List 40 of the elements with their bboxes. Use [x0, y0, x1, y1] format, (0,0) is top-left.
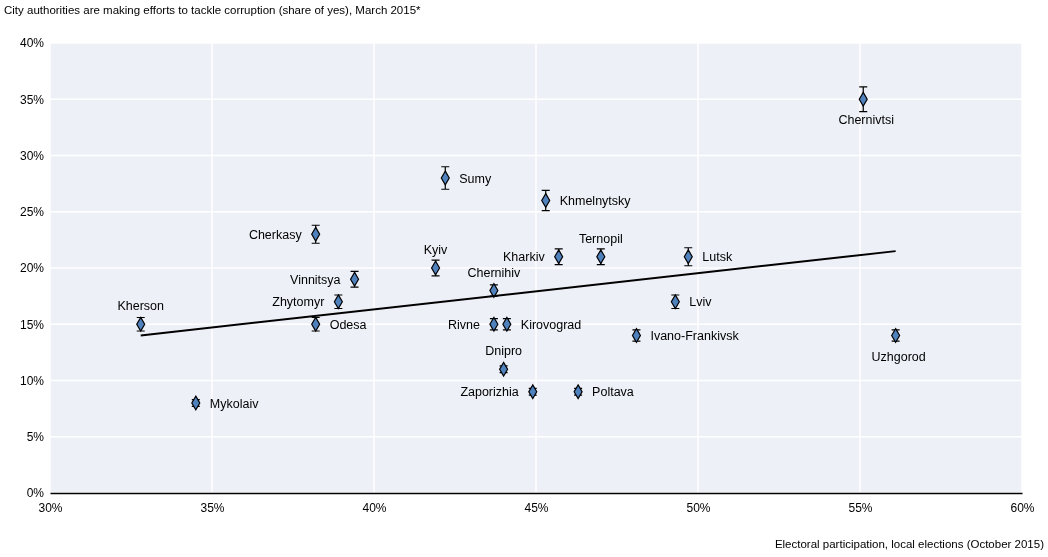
y-tick-label: 35%	[19, 92, 45, 107]
annotation: Kharkiv	[502, 250, 546, 265]
y-tick-label: 20%	[19, 261, 45, 276]
x-tick-label: 40%	[362, 500, 387, 515]
y-tick-label: 25%	[19, 205, 45, 220]
y-tick-label: 30%	[19, 148, 45, 163]
x-tick-label: 30%	[38, 500, 63, 515]
y-tick-label: 15%	[19, 317, 45, 332]
annotation: Kyiv	[423, 243, 449, 257]
y-tick-label: 40%	[19, 36, 45, 51]
annotation: Odesa	[329, 317, 367, 332]
x-tick-label: 60%	[1010, 500, 1035, 515]
y-tick-label: 0%	[26, 486, 45, 501]
x-tick-label: 45%	[524, 500, 549, 515]
annotation: Lutsk	[702, 250, 733, 265]
annotation: Cherkasy	[248, 227, 303, 242]
x-axis-title: Electoral participation, local elections (October 2015)	[774, 538, 1045, 550]
annotation: Kherson	[117, 299, 165, 314]
annotation: Dnipro	[485, 344, 523, 359]
annotation: Zaporizhia	[460, 385, 519, 400]
annotation: Rivne	[447, 317, 480, 332]
y-tick-label: 5%	[26, 430, 45, 445]
annotation: Sumy	[459, 171, 492, 186]
annotation: Vinnitsya	[290, 272, 341, 287]
annotation: Khmelnytsky	[559, 194, 632, 208]
annotation: Lviv	[689, 295, 713, 310]
annotation: Chernihiv	[467, 265, 522, 280]
annotation: Ivano-Frankivsk	[650, 329, 740, 343]
annotation: Kirovograd	[520, 317, 582, 332]
y-axis-title: City authorities are making efforts to tackle corruption (share of yes), March 2015*	[4, 4, 422, 16]
y-tick-label: 10%	[19, 373, 45, 388]
x-tick-label: 35%	[200, 500, 225, 515]
annotation: Poltava	[592, 385, 634, 400]
x-tick-label: 50%	[686, 500, 711, 515]
annotation: Mykolaiv	[209, 396, 260, 411]
annotation: Ternopil	[578, 231, 623, 246]
x-tick-label: 55%	[848, 500, 873, 515]
annotation: Zhytomyr	[272, 295, 325, 310]
annotation: Uzhgorod	[871, 349, 926, 364]
annotation: Chernivtsi	[838, 113, 895, 128]
